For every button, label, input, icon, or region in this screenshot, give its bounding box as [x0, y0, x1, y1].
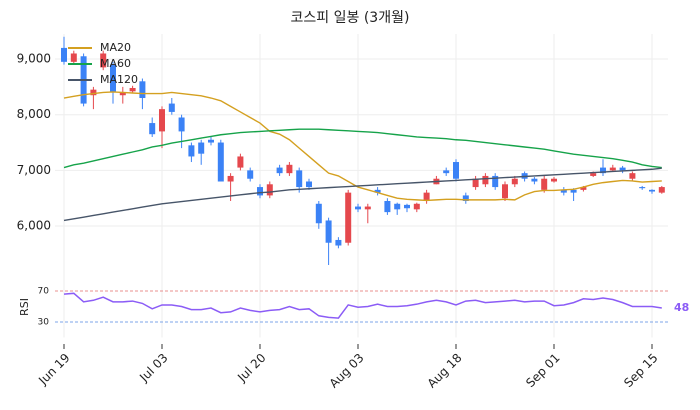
ma-line	[63, 91, 662, 202]
candle-body	[453, 162, 459, 179]
candle-body	[61, 47, 67, 62]
y-tick-label: 70	[38, 287, 50, 297]
chart-title: 코스피 일봉 (3개월)	[291, 10, 410, 26]
y-axis-label: RSI	[18, 298, 31, 316]
candle-body	[394, 203, 401, 210]
candle-body	[404, 204, 410, 209]
candle-body	[198, 142, 205, 154]
value-label: 48	[674, 301, 689, 314]
candle-body	[462, 195, 469, 201]
candle-body	[639, 187, 646, 189]
y-tick-label: 8,000	[17, 107, 51, 121]
candle-body	[159, 109, 165, 132]
x-tick-label: Jul 03	[136, 351, 170, 385]
candle-body	[609, 167, 616, 171]
candle-body	[345, 192, 352, 243]
x-tick-label: Sep 01	[523, 351, 562, 390]
candle-body	[492, 175, 499, 188]
candle-body	[90, 89, 97, 96]
candle-body	[247, 170, 254, 179]
y-tick-label: 9,000	[17, 52, 51, 66]
candle-body	[364, 206, 371, 210]
x-tick-label: Jun 19	[35, 351, 72, 388]
ma-line	[63, 128, 662, 169]
candle-body	[580, 187, 587, 190]
candle-body	[629, 173, 636, 179]
candle-body	[178, 117, 185, 132]
candle-body	[306, 181, 312, 188]
x-tick-label: Aug 18	[425, 351, 465, 391]
candle-body	[276, 167, 283, 174]
y-tick-label: 6,000	[17, 219, 51, 233]
candle-body	[502, 184, 508, 199]
candle-body	[374, 189, 381, 193]
candle-body	[110, 64, 116, 93]
candle-body	[413, 203, 420, 210]
y-tick-label: 30	[38, 318, 50, 328]
candle-body	[551, 178, 557, 182]
candle-body	[384, 200, 391, 213]
candle-body	[100, 53, 107, 68]
candle-body	[188, 145, 195, 157]
candle-body	[658, 187, 665, 193]
y-tick-label: 7,000	[17, 163, 51, 177]
x-tick-label: Jul 20	[234, 351, 268, 385]
candle-body	[315, 203, 322, 224]
candle-body	[70, 53, 77, 62]
candle-body	[129, 87, 136, 92]
candle-body	[257, 187, 263, 196]
candle-body	[472, 178, 479, 188]
ma-line	[63, 167, 662, 222]
candle-body	[482, 175, 489, 185]
candle-body	[325, 220, 332, 243]
candle-body	[217, 142, 224, 182]
candle-body	[119, 92, 126, 96]
legend-label: MA60	[100, 57, 131, 70]
candle-body	[296, 170, 303, 188]
candle-body	[355, 206, 361, 210]
candle-body	[149, 123, 156, 135]
candle-body	[560, 189, 567, 193]
candle-body	[208, 139, 214, 143]
candle-body	[266, 184, 273, 196]
legend-label: MA120	[100, 73, 138, 86]
candle-body	[600, 167, 606, 174]
candle-body	[590, 173, 597, 176]
candle-body	[531, 178, 538, 182]
candle-body	[511, 178, 518, 185]
x-tick-label: Aug 03	[327, 351, 367, 391]
candle-body	[286, 164, 293, 174]
candle-body	[237, 156, 244, 168]
candle-body	[443, 170, 450, 174]
candle-body	[570, 189, 577, 193]
legend-label: MA20	[100, 41, 131, 54]
candle-body	[541, 178, 548, 190]
x-tick-label: Sep 15	[621, 351, 660, 390]
candle-body	[227, 175, 234, 182]
candle-body	[423, 192, 430, 201]
candle-body	[168, 103, 175, 112]
rsi-line	[63, 292, 662, 319]
candle-body	[139, 81, 146, 99]
candle-body	[649, 189, 655, 192]
candle-body	[335, 239, 342, 246]
candle-body	[619, 167, 626, 171]
